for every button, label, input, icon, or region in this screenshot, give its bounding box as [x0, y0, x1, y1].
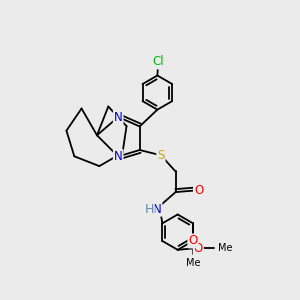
Text: N: N	[114, 150, 123, 163]
Text: O: O	[194, 184, 203, 197]
Text: Me: Me	[218, 243, 232, 253]
Text: Cl: Cl	[152, 56, 164, 68]
Text: H: H	[144, 203, 154, 216]
Text: S: S	[157, 149, 165, 162]
Text: N: N	[153, 203, 161, 216]
Text: O: O	[188, 235, 198, 248]
Text: N: N	[114, 110, 123, 124]
Text: Me: Me	[186, 258, 200, 268]
Text: O: O	[194, 242, 203, 255]
